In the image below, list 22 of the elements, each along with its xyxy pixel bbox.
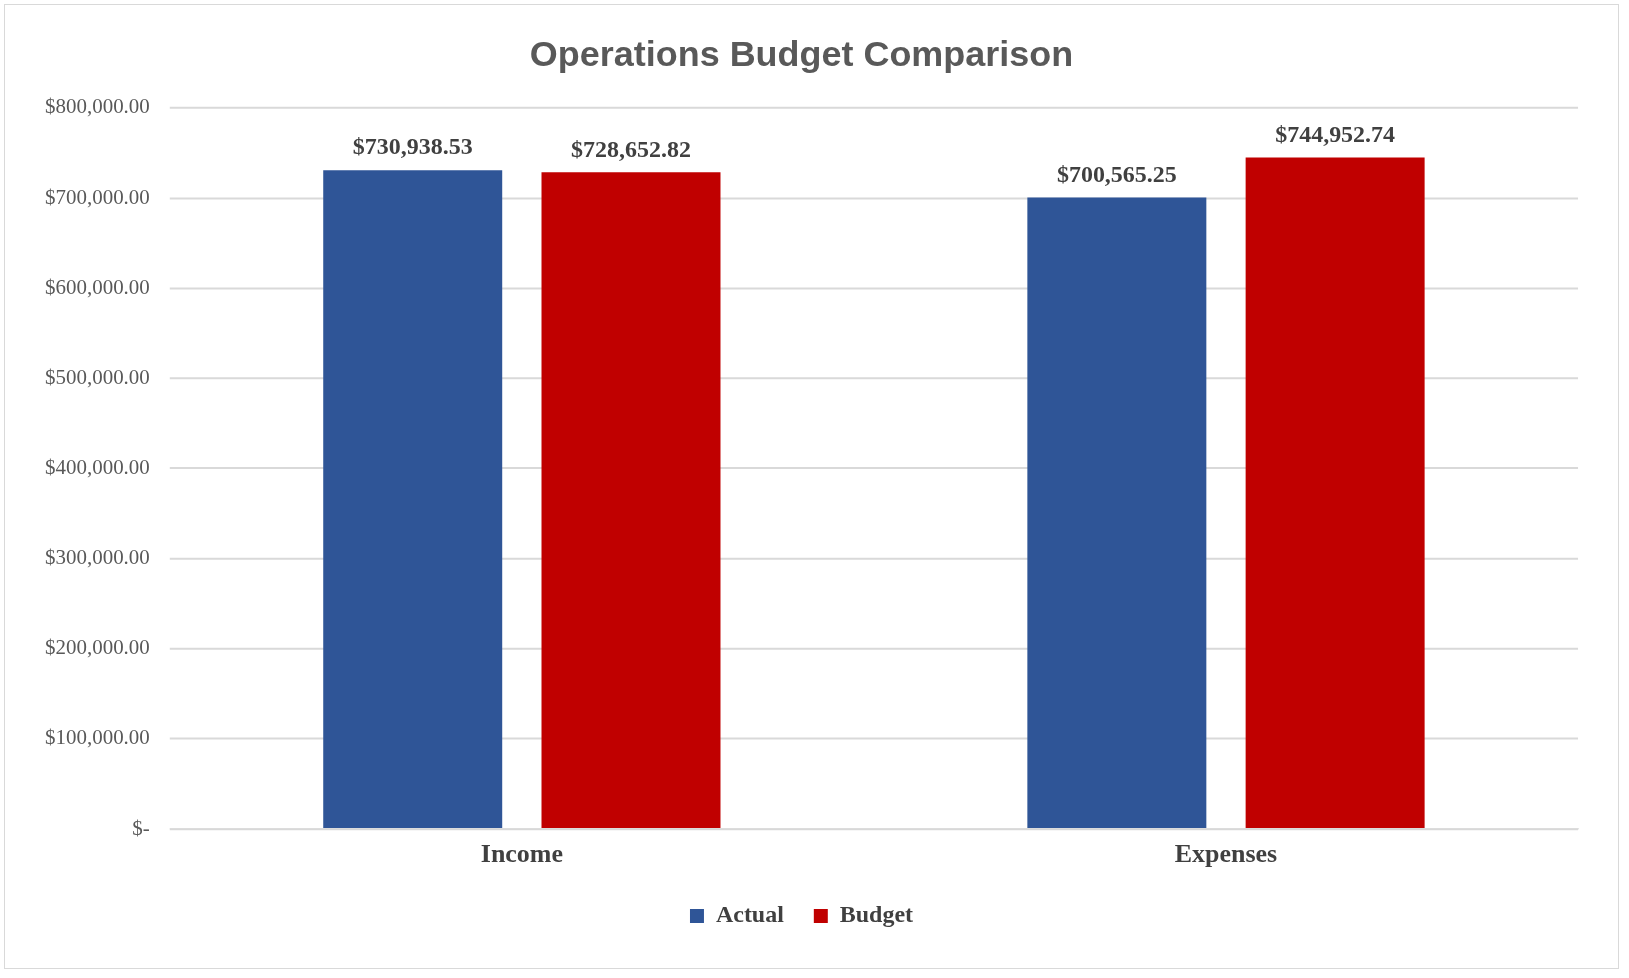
legend-label: Budget — [839, 901, 914, 928]
bar — [323, 170, 503, 829]
y-tick-label: $800,000.00 — [45, 94, 150, 119]
chart-title: Operations Budget Comparison — [529, 33, 1074, 75]
bar — [541, 172, 721, 829]
y-tick-label: $700,000.00 — [45, 184, 150, 209]
y-tick-label: $400,000.00 — [45, 455, 150, 480]
x-tick-label: Expenses — [1174, 839, 1278, 869]
legend-label: Actual — [715, 901, 785, 928]
data-label: $700,565.25 — [1056, 160, 1177, 187]
y-tick-label: $600,000.00 — [45, 274, 150, 299]
data-label: $728,652.82 — [571, 135, 691, 162]
bar — [1027, 197, 1207, 829]
y-tick-label: $300,000.00 — [45, 545, 150, 570]
y-tick-label: $500,000.00 — [45, 364, 150, 389]
y-tick-label: $- — [132, 815, 150, 840]
data-label: $730,938.53 — [352, 133, 473, 160]
y-tick-label: $100,000.00 — [45, 725, 150, 750]
bar — [1245, 157, 1425, 829]
x-tick-label: Income — [480, 839, 563, 869]
data-label: $744,952.74 — [1275, 120, 1396, 147]
y-tick-label: $200,000.00 — [45, 635, 150, 660]
